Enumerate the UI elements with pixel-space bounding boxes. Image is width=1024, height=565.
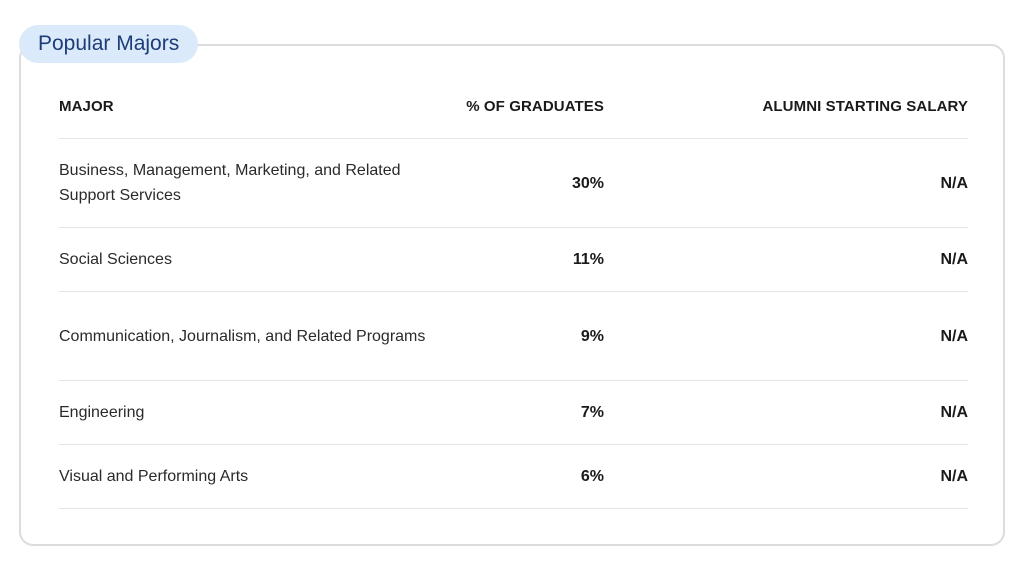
starting-salary: N/A [940, 251, 968, 268]
header-alumni-starting-salary: ALUMNI STARTING SALARY [762, 97, 968, 115]
table-row: Engineering 7% N/A [59, 381, 968, 445]
header-major: MAJOR [59, 97, 114, 115]
starting-salary: N/A [940, 468, 968, 485]
header-percent-of-graduates: % OF GRADUATES [466, 97, 604, 115]
starting-salary: N/A [940, 327, 968, 345]
majors-table: MAJOR % OF GRADUATES ALUMNI STARTING SAL… [59, 74, 968, 509]
major-name: Visual and Performing Arts [59, 468, 249, 485]
section-title: Popular Majors [38, 32, 180, 55]
percent-of-graduates: 11% [572, 251, 604, 268]
table-row: Social Sciences 11% N/A [59, 228, 968, 292]
major-name: Business, Management, Marketing, and Rel… [59, 162, 401, 204]
major-name: Engineering [59, 404, 145, 421]
popular-majors-card [19, 44, 1005, 546]
percent-of-graduates: 30% [571, 174, 604, 192]
percent-of-graduates: 6% [580, 468, 604, 485]
major-name: Communication, Journalism, and Related P… [59, 327, 426, 345]
starting-salary: N/A [940, 404, 968, 421]
table-header-row: MAJOR % OF GRADUATES ALUMNI STARTING SAL… [59, 74, 968, 139]
percent-of-graduates: 9% [580, 327, 604, 345]
section-title-pill: Popular Majors [19, 25, 199, 63]
table-row: Communication, Journalism, and Related P… [59, 292, 968, 381]
table-row: Visual and Performing Arts 6% N/A [59, 445, 968, 509]
starting-salary: N/A [940, 174, 968, 192]
table-row: Business, Management, Marketing, and Rel… [59, 139, 968, 228]
major-name: Social Sciences [59, 251, 172, 268]
percent-of-graduates: 7% [580, 404, 604, 421]
